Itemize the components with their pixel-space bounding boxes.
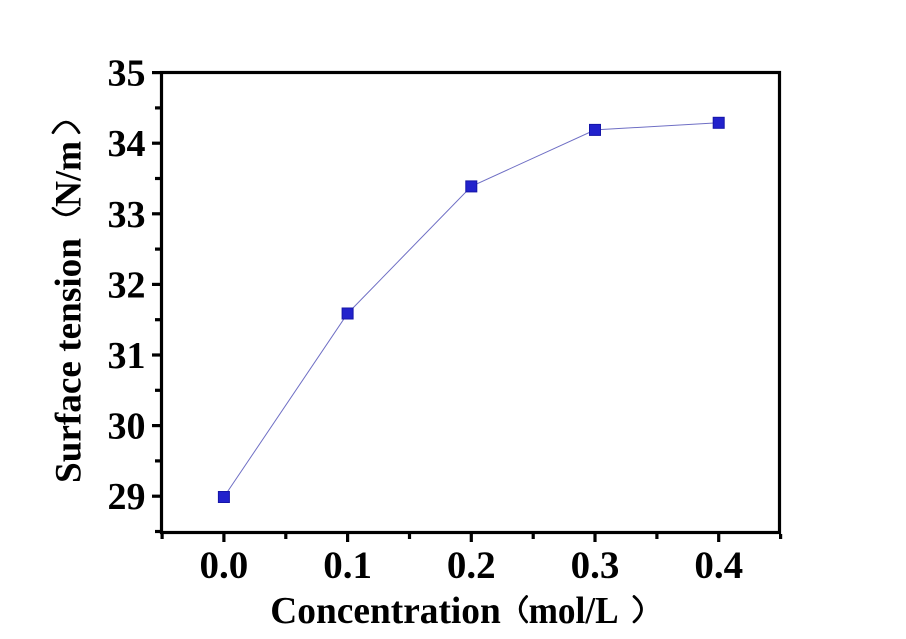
svg-text:30: 30	[108, 406, 146, 448]
svg-text:0.1: 0.1	[323, 544, 372, 587]
svg-text:0.3: 0.3	[571, 544, 620, 587]
svg-text:Surface tension: Surface tension	[49, 238, 90, 483]
svg-text:0.4: 0.4	[694, 544, 743, 587]
svg-text:Concentration: Concentration	[270, 590, 501, 632]
svg-text:34: 34	[108, 123, 146, 165]
svg-text:0.0: 0.0	[200, 544, 249, 587]
svg-text:32: 32	[108, 264, 146, 306]
svg-text:N/m: N/m	[49, 141, 90, 207]
svg-text:31: 31	[108, 335, 146, 377]
svg-text:mol/L: mol/L	[529, 590, 619, 632]
svg-text:33: 33	[108, 194, 146, 236]
svg-text:35: 35	[108, 53, 146, 95]
svg-text:0.2: 0.2	[447, 544, 496, 587]
svg-text:29: 29	[108, 476, 146, 518]
